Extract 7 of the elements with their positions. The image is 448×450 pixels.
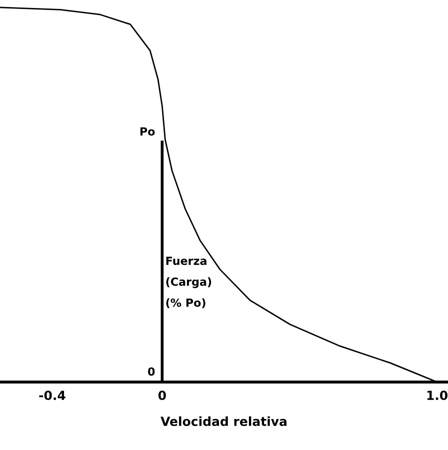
annotation: Po [140, 127, 155, 136]
x-axis-title: Velocidad relativa [160, 416, 286, 426]
x-tick-label: 1.0 [427, 390, 448, 400]
x-tick-label: 0 [158, 390, 166, 400]
annotation: 0 [148, 367, 155, 376]
y-axis-title: Fuerza (Carga) (% Po) [166, 256, 212, 308]
x-tick-label: -0.4 [39, 390, 66, 400]
